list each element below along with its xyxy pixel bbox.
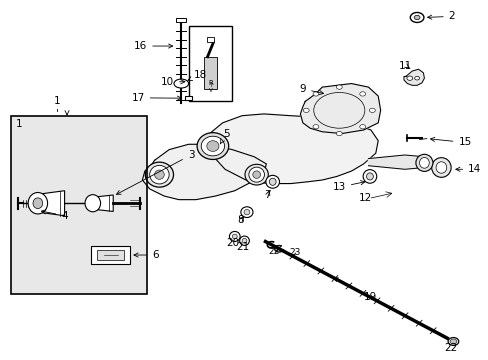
Circle shape — [449, 339, 456, 344]
Ellipse shape — [431, 158, 450, 177]
Text: 22: 22 — [444, 343, 457, 354]
Text: 3: 3 — [116, 150, 194, 194]
Circle shape — [359, 92, 365, 96]
Text: 23: 23 — [289, 248, 301, 257]
Text: 16: 16 — [134, 41, 172, 51]
Ellipse shape — [366, 173, 372, 180]
Ellipse shape — [409, 13, 423, 22]
Text: 11: 11 — [399, 61, 412, 71]
Ellipse shape — [447, 338, 458, 345]
Circle shape — [336, 131, 342, 136]
Text: 13: 13 — [332, 181, 364, 192]
Ellipse shape — [28, 193, 47, 214]
Polygon shape — [142, 144, 266, 200]
Ellipse shape — [269, 178, 276, 185]
Circle shape — [303, 108, 308, 112]
Text: T
V: T V — [208, 83, 212, 94]
Polygon shape — [300, 84, 380, 134]
Text: 2: 2 — [427, 12, 454, 21]
Ellipse shape — [242, 238, 246, 243]
Text: 10: 10 — [161, 77, 184, 87]
Ellipse shape — [265, 175, 279, 188]
Ellipse shape — [85, 195, 101, 212]
Ellipse shape — [154, 170, 164, 179]
Polygon shape — [94, 195, 113, 211]
Text: 14: 14 — [455, 164, 480, 174]
Bar — [11, 116, 147, 294]
Bar — [206, 37, 214, 42]
Bar — [204, 57, 216, 89]
Bar — [176, 18, 186, 22]
Bar — [91, 246, 130, 264]
Bar — [11, 116, 147, 294]
Circle shape — [312, 125, 318, 129]
Text: 9: 9 — [299, 84, 323, 95]
Circle shape — [359, 125, 365, 129]
Ellipse shape — [419, 157, 428, 168]
Ellipse shape — [415, 154, 432, 171]
Text: 15: 15 — [429, 137, 471, 148]
Ellipse shape — [149, 165, 169, 184]
Ellipse shape — [241, 207, 252, 217]
Circle shape — [406, 76, 412, 80]
Ellipse shape — [435, 162, 446, 173]
Text: 19: 19 — [333, 278, 377, 302]
Ellipse shape — [363, 170, 376, 183]
Ellipse shape — [252, 171, 260, 179]
Text: 6: 6 — [134, 250, 159, 260]
Text: 20: 20 — [225, 238, 239, 248]
Ellipse shape — [232, 234, 237, 239]
Circle shape — [369, 108, 374, 112]
Circle shape — [336, 85, 342, 89]
Bar — [185, 96, 192, 100]
Text: 1: 1 — [54, 96, 61, 106]
Polygon shape — [38, 191, 64, 216]
Ellipse shape — [33, 198, 42, 208]
Ellipse shape — [248, 167, 264, 182]
Polygon shape — [368, 155, 424, 169]
Ellipse shape — [201, 136, 224, 156]
Text: 22: 22 — [268, 247, 279, 256]
Text: 5: 5 — [220, 129, 229, 144]
Text: 21: 21 — [235, 242, 249, 252]
Ellipse shape — [145, 162, 173, 187]
Bar — [188, 26, 232, 102]
Ellipse shape — [244, 164, 268, 185]
Text: 1: 1 — [16, 119, 22, 129]
Ellipse shape — [229, 231, 240, 242]
Polygon shape — [403, 69, 424, 85]
Text: 7: 7 — [264, 190, 271, 200]
Bar — [97, 249, 124, 260]
Ellipse shape — [174, 79, 188, 88]
Ellipse shape — [206, 141, 219, 152]
Ellipse shape — [197, 133, 228, 159]
Text: 18: 18 — [187, 69, 207, 81]
Ellipse shape — [413, 15, 419, 19]
Circle shape — [414, 76, 419, 80]
Ellipse shape — [244, 210, 249, 215]
Text: 4: 4 — [41, 210, 68, 221]
Text: R: R — [208, 80, 212, 86]
Circle shape — [312, 92, 318, 96]
Polygon shape — [203, 114, 377, 184]
Ellipse shape — [239, 236, 249, 246]
Text: 8: 8 — [237, 215, 244, 225]
Text: 17: 17 — [131, 93, 181, 103]
Text: 12: 12 — [358, 193, 371, 203]
